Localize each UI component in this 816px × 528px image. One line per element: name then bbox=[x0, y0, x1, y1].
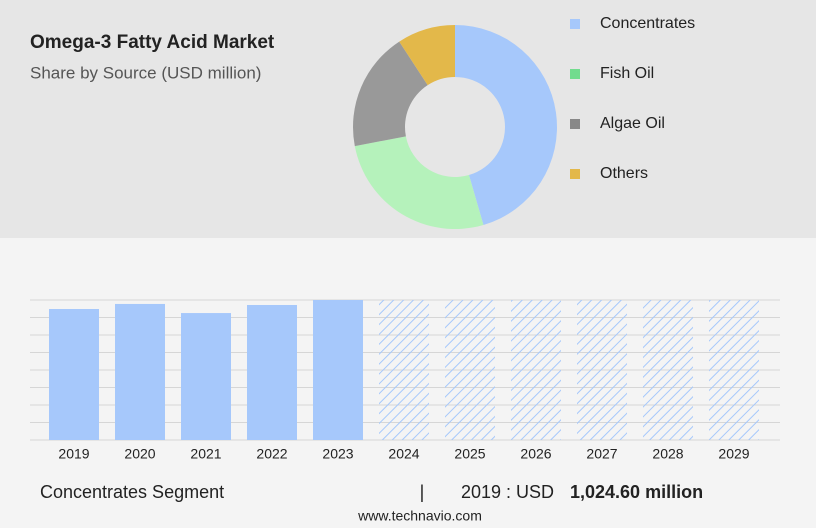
legend-swatch bbox=[570, 169, 580, 179]
pie-slice bbox=[354, 136, 484, 229]
bar bbox=[181, 313, 231, 440]
pie-slice bbox=[455, 25, 557, 225]
bar bbox=[49, 309, 99, 440]
x-tick-label: 2024 bbox=[388, 446, 419, 462]
bar bbox=[313, 300, 363, 440]
forecast-bar bbox=[643, 300, 693, 440]
legend-swatch bbox=[570, 119, 580, 129]
footer-year: 2019 : USD bbox=[461, 482, 554, 502]
x-tick-label: 2019 bbox=[58, 446, 89, 462]
x-tick-label: 2029 bbox=[718, 446, 749, 462]
legend-label: Fish Oil bbox=[600, 65, 654, 82]
x-tick-label: 2020 bbox=[124, 446, 155, 462]
footer-separator: | bbox=[420, 482, 425, 502]
footer-value: 1,024.60 million bbox=[570, 482, 703, 502]
forecast-bar bbox=[709, 300, 759, 440]
x-tick-label: 2025 bbox=[454, 446, 485, 462]
pie-slice bbox=[353, 41, 428, 147]
legend-label: Algae Oil bbox=[600, 115, 665, 132]
x-tick-label: 2021 bbox=[190, 446, 221, 462]
legend-label: Concentrates bbox=[600, 15, 695, 32]
footer-segment: Concentrates Segment bbox=[40, 482, 224, 502]
x-tick-label: 2023 bbox=[322, 446, 353, 462]
forecast-bar bbox=[445, 300, 495, 440]
forecast-bar bbox=[511, 300, 561, 440]
x-tick-label: 2027 bbox=[586, 446, 617, 462]
x-tick-label: 2026 bbox=[520, 446, 551, 462]
bar bbox=[247, 304, 297, 440]
x-tick-label: 2028 bbox=[652, 446, 683, 462]
footer-source: www.technavio.com bbox=[357, 508, 482, 524]
legend-swatch bbox=[570, 69, 580, 79]
legend-swatch bbox=[570, 19, 580, 29]
forecast-bar bbox=[379, 300, 429, 440]
chart-title: Omega-3 Fatty Acid Market bbox=[30, 32, 275, 53]
forecast-bar bbox=[577, 300, 627, 440]
x-tick-label: 2022 bbox=[256, 446, 287, 462]
legend-label: Others bbox=[600, 165, 648, 182]
pie-slice bbox=[399, 25, 455, 86]
bar bbox=[115, 303, 165, 440]
chart-subtitle: Share by Source (USD million) bbox=[30, 63, 261, 82]
